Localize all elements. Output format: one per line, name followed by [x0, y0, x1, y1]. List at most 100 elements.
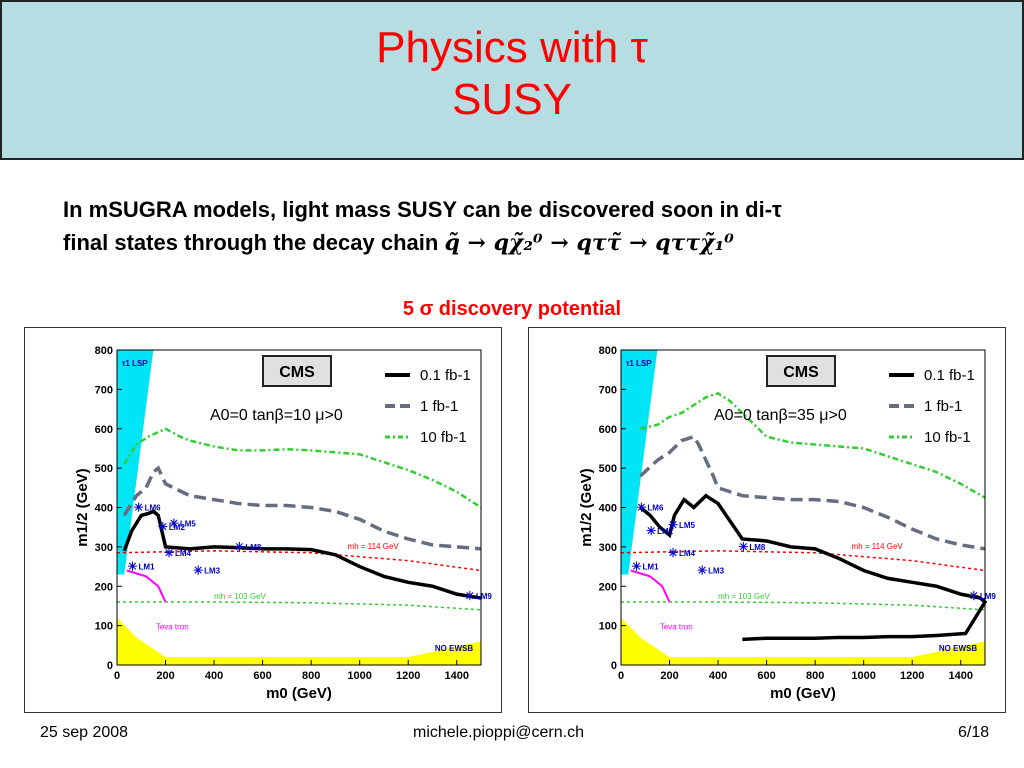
- series-line: [640, 391, 986, 499]
- x-tick-label: 600: [757, 670, 775, 682]
- subtitle-line2: final states through the decay chain q̃ …: [63, 226, 1003, 260]
- x-tick-label: 1200: [396, 670, 420, 682]
- benchmark-marker: ✳: [234, 540, 244, 554]
- benchmark-label: LM3: [708, 567, 725, 576]
- benchmark-marker: ✳: [128, 560, 138, 574]
- benchmark-label: LM2: [169, 523, 186, 532]
- subtitle-line1: In mSUGRA models, light mass SUSY can be…: [63, 197, 782, 222]
- benchmark-marker: ✳: [636, 501, 646, 515]
- x-tick-label: 800: [806, 670, 824, 682]
- legend-label: 10 fb-1: [924, 429, 971, 446]
- y-tick-label: 100: [599, 621, 617, 633]
- x-tick-label: 200: [660, 670, 678, 682]
- benchmark-label: LM8: [245, 543, 262, 552]
- benchmark-label: LM3: [204, 567, 221, 576]
- slide-title-line2: SUSY: [452, 75, 572, 124]
- cms-box: [766, 355, 836, 387]
- x-tick-label: 600: [253, 670, 271, 682]
- tevatron-label: Teva tron: [156, 623, 189, 632]
- lsp-region: [621, 350, 658, 575]
- series-line: [639, 493, 988, 642]
- y-axis-label: m1/2 (GeV): [578, 468, 595, 546]
- no-ewsb-label: NO EWSB: [939, 644, 977, 653]
- no-ewsb-label: NO EWSB: [435, 644, 473, 653]
- y-tick-label: 500: [599, 463, 617, 475]
- y-tick-label: 700: [95, 384, 113, 396]
- benchmark-marker: ✳: [668, 546, 678, 560]
- decay-chain-formula: q̃ → qχ̃₂⁰ → qττ̃ → qττχ̃₁⁰: [444, 230, 734, 256]
- x-axis-label: m0 (GeV): [770, 685, 836, 702]
- footer-page-number: 6/18: [958, 724, 990, 741]
- series-line: [123, 427, 482, 509]
- series-line: [122, 509, 482, 600]
- x-tick-label: 1200: [900, 670, 924, 682]
- y-tick-label: 800: [599, 345, 617, 357]
- benchmark-marker: ✳: [668, 518, 678, 532]
- y-tick-label: 200: [599, 581, 617, 593]
- cms-label: CMS: [279, 364, 315, 381]
- x-tick-label: 800: [302, 670, 320, 682]
- x-axis-label: m0 (GeV): [266, 685, 332, 702]
- parameters-annotation: A0=0 tanβ=35 μ>0: [714, 407, 847, 424]
- y-tick-label: 200: [95, 581, 113, 593]
- x-tick-label: 1400: [948, 670, 972, 682]
- benchmark-marker: ✳: [465, 589, 475, 603]
- higgs-mass-line: [117, 601, 482, 611]
- x-tick-label: 1000: [851, 670, 875, 682]
- footer-email: michele.pioppi@cern.ch: [413, 724, 584, 741]
- x-tick-label: 400: [709, 670, 727, 682]
- legend-label: 0.1 fb-1: [420, 367, 471, 384]
- benchmark-label: LM1: [643, 563, 660, 572]
- benchmark-marker: ✳: [646, 524, 656, 538]
- higgs-mass-label: mh = 103 GeV: [214, 592, 266, 601]
- slide-subtitle: In mSUGRA models, light mass SUSY can be…: [63, 193, 1003, 260]
- tevatron-curve: [630, 569, 671, 603]
- y-tick-label: 600: [95, 424, 113, 436]
- slide-title-line1: Physics with τ: [376, 23, 648, 72]
- cms-label: CMS: [783, 364, 819, 381]
- series-line: [122, 465, 482, 551]
- x-tick-label: 200: [156, 670, 174, 682]
- plot-panel-tanb35: mh = 114 GeV mh = 103 GeV Teva tron τ1 LSP N…: [528, 327, 1006, 713]
- y-axis-label: m1/2 (GeV): [74, 468, 91, 546]
- benchmark-marker: ✳: [193, 564, 203, 578]
- y-tick-label: 400: [599, 503, 617, 515]
- y-tick-label: 400: [95, 503, 113, 515]
- no-ewsb-region: [621, 617, 985, 665]
- susy-plot-tanb35: mh = 114 GeV mh = 103 GeV Teva tron τ1 LSP N…: [578, 345, 997, 702]
- legend-label: 0.1 fb-1: [924, 367, 975, 384]
- legend-label: 10 fb-1: [420, 429, 467, 446]
- legend-label: 1 fb-1: [420, 398, 458, 415]
- x-tick-label: 0: [618, 670, 624, 682]
- benchmark-marker: ✳: [158, 520, 168, 534]
- higgs-mass-line: [621, 601, 986, 611]
- parameters-annotation: A0=0 tanβ=10 μ>0: [210, 407, 343, 424]
- subtitle-line2-prefix: final states through the decay chain: [63, 230, 439, 255]
- y-tick-label: 0: [107, 660, 113, 672]
- y-tick-label: 300: [599, 542, 617, 554]
- benchmark-marker: ✳: [632, 560, 642, 574]
- y-tick-label: 0: [611, 660, 617, 672]
- y-tick-label: 600: [599, 424, 617, 436]
- series-line: [639, 434, 986, 551]
- benchmark-label: LM5: [180, 519, 197, 528]
- benchmark-label: LM6: [145, 504, 162, 513]
- higgs-mass-label: mh = 114 GeV: [852, 542, 904, 551]
- lsp-label: τ1 LSP: [122, 359, 148, 368]
- title-box: Physics with τ SUSY: [0, 0, 1024, 160]
- benchmark-marker: ✳: [697, 564, 707, 578]
- higgs-mass-label: mh = 103 GeV: [718, 592, 770, 601]
- benchmark-label: LM2: [657, 527, 674, 536]
- benchmark-label: LM9: [476, 592, 493, 601]
- tevatron-label: Teva tron: [660, 623, 693, 632]
- lsp-label: τ1 LSP: [626, 359, 652, 368]
- benchmark-label: LM4: [175, 549, 192, 558]
- x-tick-label: 400: [205, 670, 223, 682]
- benchmark-label: LM9: [980, 592, 997, 601]
- y-tick-label: 800: [95, 345, 113, 357]
- no-ewsb-region: [117, 617, 481, 665]
- footer-date: 25 sep 2008: [40, 724, 129, 741]
- higgs-mass-line: [116, 550, 482, 572]
- higgs-mass-line: [620, 550, 986, 572]
- y-tick-label: 100: [95, 621, 113, 633]
